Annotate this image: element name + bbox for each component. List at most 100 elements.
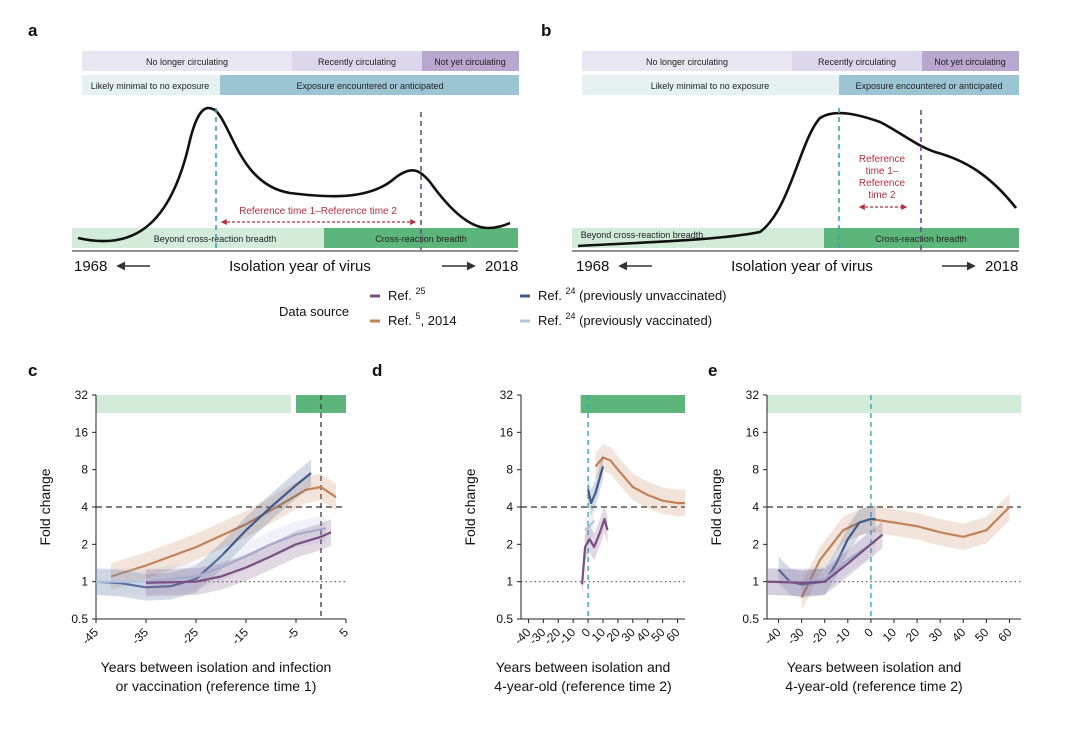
band-label: Beyond cross-reaction breadth: [581, 230, 704, 240]
legend-label: Ref. 24 (previously unvaccinated): [538, 286, 727, 303]
panel-label-d: d: [372, 361, 382, 380]
y-tick-label: 1: [752, 575, 759, 589]
band-exposure: [220, 75, 519, 95]
series-line-ref5: [594, 456, 685, 505]
legend-ref: Ref.: [538, 288, 565, 303]
band-minimal-exposure: [82, 75, 220, 95]
series-line-ref24_unvacc: [95, 472, 312, 589]
x-axis-title: Years between isolation and: [496, 659, 671, 675]
series-line-ref5: [800, 506, 1011, 598]
schematic-xlabel: Isolation year of virus: [229, 258, 371, 275]
y-tick-label: 4: [752, 500, 759, 514]
start-year: 1968: [576, 258, 609, 275]
chart-e: e 0.5 1 2 4 8 16 32 -40 -30 -20 -10 0 10 20 30 40 50 60 Fo…: [708, 361, 1021, 694]
x-tick-label: 60: [663, 625, 683, 645]
y-tick-label: 16: [746, 425, 760, 439]
y-tick-label: 1: [506, 575, 513, 589]
x-tick-label: -40: [762, 625, 784, 647]
band-label: Beyond cross-reaction breadth: [154, 234, 277, 244]
y-tick-label: 2: [81, 537, 88, 551]
series-line-ref25: [581, 517, 609, 585]
y-tick-label: 16: [75, 425, 89, 439]
panel-label-e: e: [708, 361, 717, 380]
start-year: 1968: [74, 258, 107, 275]
x-tick-label: 50: [972, 625, 992, 645]
x-tick-label: -10: [556, 625, 578, 647]
band-label: Likely minimal to no exposure: [91, 81, 210, 91]
end-year: 2018: [485, 258, 518, 275]
legend-sup: 5: [415, 311, 420, 321]
y-axis-title: Fold change: [708, 468, 724, 545]
series-line-ref25: [145, 531, 332, 584]
legend-sup: 25: [415, 286, 425, 296]
y-axis-title: Fold change: [37, 468, 53, 545]
series-ci-band: [111, 473, 336, 590]
x-tick-label: 60: [995, 625, 1015, 645]
legend-entries: Ref. 25 Ref. 5, 2014 Ref. 24 (previously u…: [370, 286, 727, 328]
y-tick-label: 4: [506, 500, 513, 514]
chart-c: c 0.5 1 2 4 8 16 32 -45 -35 -25 -15 -5 5 Fold change Y…: [28, 361, 351, 694]
y-tick-label: 32: [500, 388, 514, 402]
y-tick-label: 8: [81, 463, 88, 477]
breadth-bar: [96, 395, 291, 413]
y-tick-label: 2: [752, 537, 759, 551]
x-tick-label: -45: [79, 625, 101, 647]
panel-a: a No longer circulating Recently circula…: [28, 21, 519, 275]
legend: Data source Ref. 25 Ref. 5, 2014 Ref. 24 (…: [279, 286, 727, 328]
reference-range-label: Reference time 1–Reference time 2: [239, 206, 397, 217]
legend-suffix: , 2014: [420, 313, 456, 328]
band-minimal-exposure: [582, 75, 839, 95]
x-axis-title: 4-year-old (reference time 2): [785, 678, 962, 694]
band-no-longer-circulating: [582, 51, 792, 71]
y-tick-label: 0.5: [496, 612, 513, 626]
legend-title: Data source: [279, 304, 349, 319]
band-not-yet-circulating: [922, 51, 1019, 71]
x-tick-label: -35: [129, 625, 151, 647]
band-recently-circulating: [792, 51, 922, 71]
series-ci-band: [146, 519, 331, 597]
x-tick-label: -15: [229, 625, 251, 647]
y-tick-label: 0.5: [742, 612, 759, 626]
x-axis-title: or vaccination (reference time 1): [116, 678, 317, 694]
band-not-yet-circulating: [422, 51, 519, 71]
x-axis-title: Years between isolation and infection: [101, 659, 332, 675]
schematic-curve-b: [577, 111, 1018, 248]
series-line-ref24_vacc: [96, 527, 327, 583]
x-axis-title: Years between isolation and: [787, 659, 962, 675]
series-line-ref24_unvacc: [587, 466, 605, 505]
band-exposure: [839, 75, 1019, 95]
schematic-xlabel: Isolation year of virus: [731, 258, 873, 275]
y-tick-label: 16: [500, 425, 514, 439]
breadth-bar: [580, 395, 685, 413]
y-tick-label: 2: [506, 537, 513, 551]
reference-range-label: Reference: [859, 178, 906, 189]
band-label: Exposure encountered or anticipated: [855, 81, 1002, 91]
x-tick-label: 10: [880, 625, 900, 645]
panel-label-c: c: [28, 361, 37, 380]
band-label: Likely minimal to no exposure: [651, 81, 770, 91]
y-tick-label: 8: [752, 463, 759, 477]
y-tick-label: 32: [75, 388, 89, 402]
band-label: Not yet circulating: [434, 57, 506, 67]
x-tick-label: 30: [926, 625, 946, 645]
legend-label: Ref. 25: [388, 286, 425, 303]
band-no-longer-circulating: [82, 51, 292, 71]
x-tick-label: 40: [949, 625, 969, 645]
y-tick-label: 0.5: [71, 612, 88, 626]
x-tick-label: -25: [179, 625, 201, 647]
x-tick-label: 5: [336, 625, 351, 640]
legend-suffix: (previously vaccinated): [575, 313, 712, 328]
reference-range-label: time 2: [868, 190, 896, 201]
series-ci-band: [96, 514, 326, 595]
panel-b: b No longer circulating Recently circula…: [541, 21, 1019, 275]
band-label: Recently circulating: [818, 57, 896, 67]
legend-sup: 24: [565, 311, 575, 321]
legend-ref: Ref.: [538, 313, 565, 328]
x-tick-label: -5: [284, 625, 302, 643]
y-tick-label: 8: [506, 463, 513, 477]
band-recently-circulating: [292, 51, 422, 71]
series-line-ref24_vacc: [584, 520, 595, 532]
band-label: No longer circulating: [646, 57, 728, 67]
band-label: Recently circulating: [318, 57, 396, 67]
